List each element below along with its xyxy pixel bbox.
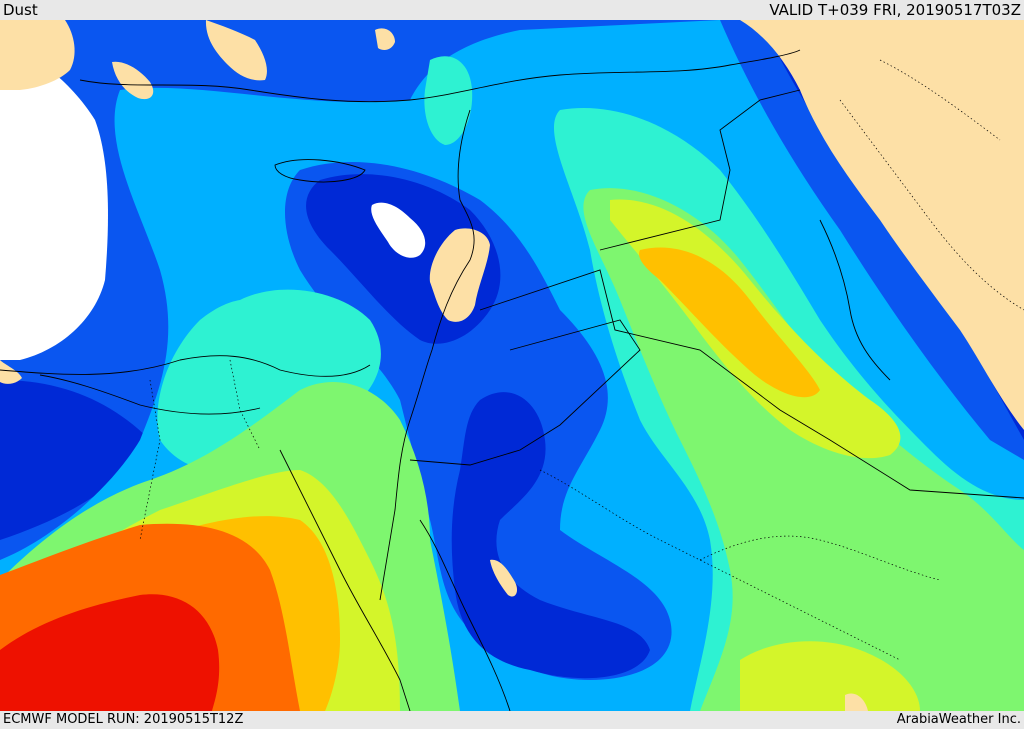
no-data-area	[0, 45, 108, 360]
land-area-libya-coast	[0, 360, 22, 384]
valid-time: VALID T+039 FRI, 20190517T03Z	[769, 1, 1021, 19]
coastline-cyprus	[274, 159, 366, 183]
dust-level-4-area-west	[157, 289, 381, 471]
country-borders	[0, 49, 1024, 711]
border-jordan-saudi	[479, 269, 1024, 499]
land-area-greece	[0, 20, 75, 90]
coastline-egypt	[0, 355, 371, 377]
land-area-crete	[112, 61, 154, 100]
land-area-south	[845, 693, 868, 711]
border-saudi-iraq	[409, 319, 641, 466]
footer-bar: ECMWF MODEL RUN: 20190515T12Z ArabiaWeat…	[0, 711, 1024, 729]
dotted-border-1	[539, 469, 901, 661]
dust-level-1-inner-area-2	[451, 392, 650, 679]
coastline-red-sea-east	[419, 519, 511, 711]
dust-level-4-area-north	[424, 56, 473, 145]
no-data-area-cyprus	[371, 202, 426, 258]
land-area-turkey-2	[375, 28, 395, 50]
land-area-east	[740, 20, 1024, 430]
header-bar: Dust VALID T+039 FRI, 20190517T03Z	[0, 0, 1024, 20]
coastline-gulf	[819, 219, 891, 381]
coastline-turkey	[79, 49, 801, 103]
internal-borders	[139, 59, 1024, 661]
coastline-red-sea	[279, 449, 411, 711]
credit-label: ArabiaWeather Inc.	[896, 712, 1021, 727]
dotted-border-2	[139, 379, 161, 541]
dotted-border-6	[699, 535, 941, 581]
land-area-turkey-1	[205, 20, 267, 81]
model-run-label: ECMWF MODEL RUN: 20190515T12Z	[3, 712, 244, 727]
dust-map	[0, 20, 1024, 711]
land-area-saudi	[490, 559, 518, 597]
dust-level-6-area-south	[740, 641, 920, 711]
dotted-border-3	[229, 359, 261, 451]
dotted-border-4	[839, 99, 1024, 311]
border-syria-iraq	[599, 89, 801, 251]
map-title: Dust	[3, 1, 38, 19]
border-egypt-sudan	[39, 374, 261, 415]
coastline-levant	[379, 109, 475, 601]
dust-level-9-area	[0, 594, 220, 711]
dust-level-7-area	[639, 247, 820, 398]
land-area-jordan	[429, 228, 490, 322]
